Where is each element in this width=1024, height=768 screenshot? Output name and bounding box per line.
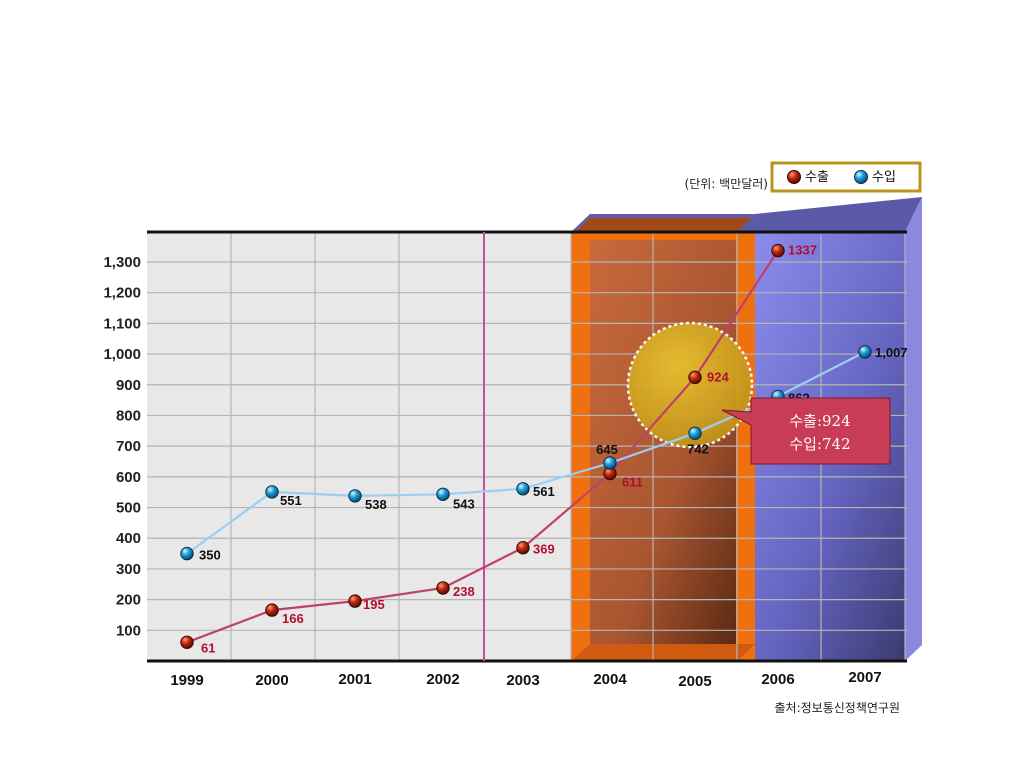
highlight-circle	[626, 321, 754, 449]
orange-band-bottom	[571, 644, 755, 661]
import-data-label: 551	[280, 493, 302, 508]
x-tick-label: 2000	[255, 672, 288, 689]
y-axis-ticks: 100 200 300 400 500 600 700 800 900 1,000 1,100 1,2…	[103, 254, 141, 639]
legend-export-label: 수출	[805, 170, 829, 185]
import-data-label: 543	[453, 496, 475, 511]
export-data-label: 1337	[788, 243, 817, 258]
callout: 수출:924 수입:742	[721, 397, 891, 465]
export-point	[688, 370, 702, 385]
import-point	[265, 485, 279, 499]
source-label: 출처:정보통신정책연구원	[775, 700, 900, 715]
y-tick-label: 1,000	[103, 346, 141, 363]
x-tick-label: 2002	[426, 671, 459, 688]
export-data-label: 369	[533, 542, 555, 557]
y-tick-label: 1,300	[103, 254, 141, 271]
y-tick-label: 1,100	[103, 315, 141, 332]
export-data-label: 924	[707, 369, 729, 384]
data-labels: 61 166 195 238 369 611 924 1337 350 551 538 543 561 6…	[199, 243, 908, 656]
orange-band-top-inner	[575, 218, 752, 232]
import-data-label: 350	[199, 548, 221, 563]
y-tick-label: 400	[116, 530, 141, 547]
purple-band-right-face	[905, 197, 922, 661]
x-axis-ticks: 1999 2000 2001 2002 2003 2004 2005 2006 2007	[170, 669, 881, 690]
import-point	[436, 487, 450, 501]
y-tick-label: 700	[116, 438, 141, 455]
y-tick-label: 600	[116, 469, 141, 486]
series-markers	[180, 243, 872, 649]
export-point	[180, 635, 194, 649]
import-point	[603, 456, 617, 470]
export-point	[516, 541, 530, 555]
unit-label: (단위: 백만달러)	[685, 177, 768, 191]
x-tick-label: 2004	[593, 671, 627, 688]
import-point	[688, 426, 702, 440]
import-data-label: 645	[596, 442, 618, 457]
y-tick-label: 1,200	[103, 285, 141, 302]
x-tick-label: 2007	[848, 669, 881, 686]
callout-line2: 수입:742	[789, 435, 850, 453]
export-data-label: 166	[282, 611, 304, 626]
import-data-label: 1,007	[875, 345, 908, 360]
import-data-label: 561	[533, 484, 555, 499]
y-tick-label: 200	[116, 592, 141, 609]
series-line-export	[186, 249, 779, 644]
import-data-label: 538	[365, 497, 387, 512]
y-tick-label: 900	[116, 377, 141, 394]
legend-import-label: 수입	[872, 170, 896, 185]
callout-box	[721, 397, 891, 465]
import-point	[180, 546, 194, 561]
export-point	[436, 581, 450, 595]
import-point	[348, 489, 362, 503]
purple-band-top	[737, 197, 922, 232]
legend-import-marker	[854, 170, 868, 184]
import-point	[516, 482, 530, 496]
export-data-label: 238	[453, 584, 475, 599]
export-data-label: 195	[363, 597, 385, 612]
legend-export-marker	[787, 170, 801, 184]
x-tick-label: 2003	[506, 672, 539, 689]
x-tick-label: 2001	[338, 671, 371, 688]
import-data-label: 742	[687, 441, 709, 456]
export-point	[265, 603, 279, 617]
export-point	[348, 594, 362, 608]
legend: 수출 수입	[770, 161, 922, 193]
y-tick-label: 500	[116, 500, 141, 517]
y-tick-label: 100	[116, 622, 141, 639]
export-data-label: 61	[201, 640, 215, 655]
export-point	[771, 243, 785, 258]
import-point	[858, 345, 872, 359]
x-tick-label: 2006	[761, 671, 794, 688]
x-tick-label: 1999	[170, 672, 203, 689]
y-tick-label: 800	[116, 407, 141, 424]
x-tick-label: 2005	[678, 673, 711, 690]
callout-line1: 수출:924	[789, 412, 850, 430]
y-tick-label: 300	[116, 561, 141, 578]
export-data-label: 611	[622, 475, 643, 490]
